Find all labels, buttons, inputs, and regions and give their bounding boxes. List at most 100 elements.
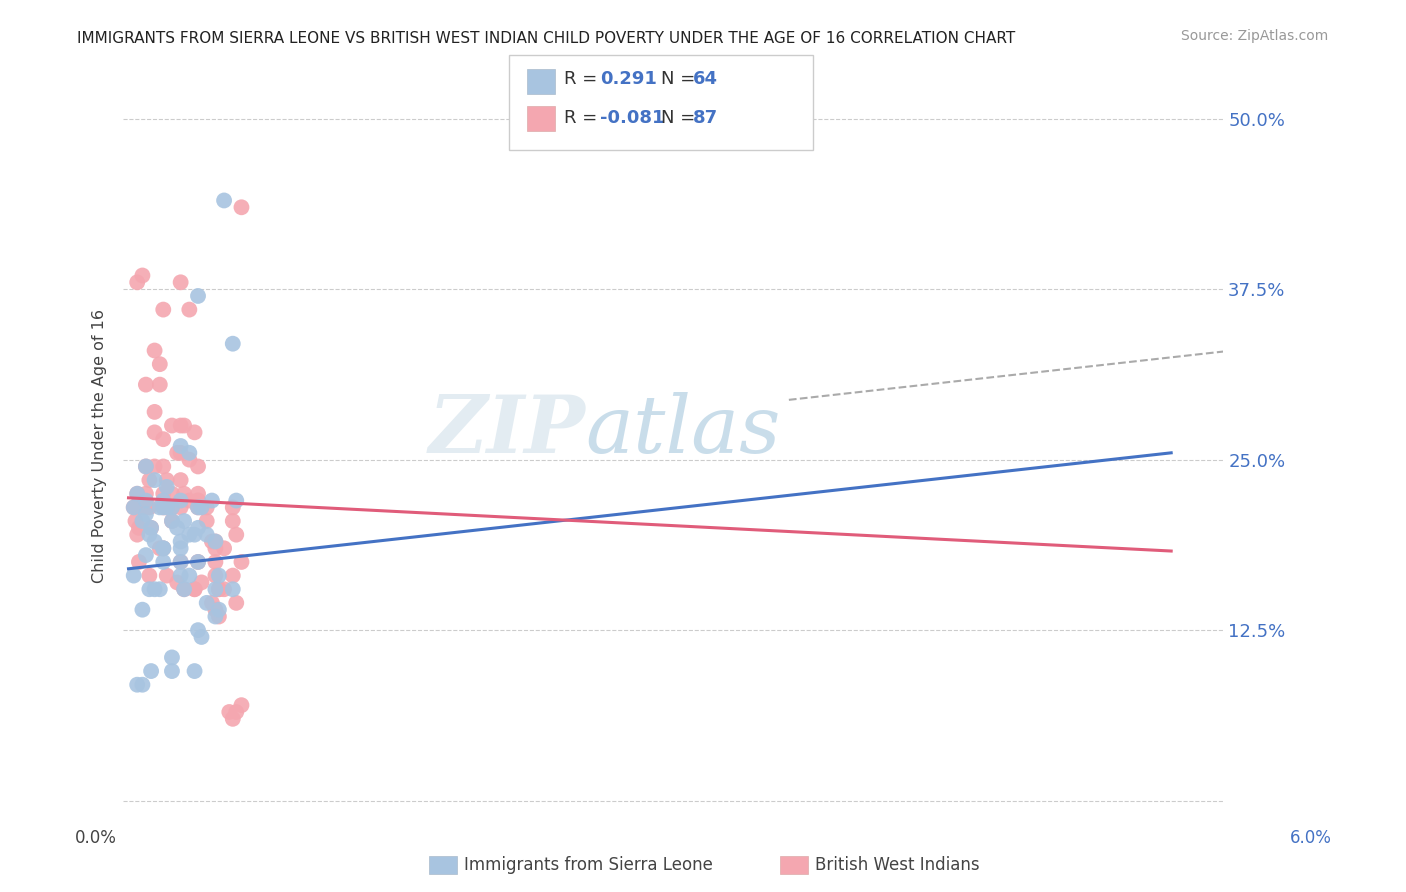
Point [127, 678, 149, 692]
Point [183, 582, 205, 597]
Point [149, 377, 172, 392]
Point [152, 541, 174, 556]
Point [143, 459, 166, 474]
Point [187, 493, 209, 508]
Point [187, 555, 209, 569]
Point [122, 500, 145, 515]
Point [187, 493, 209, 508]
Point [149, 357, 172, 371]
Point [204, 603, 226, 617]
Point [187, 289, 209, 303]
Text: Source: ZipAtlas.com: Source: ZipAtlas.com [1181, 29, 1329, 43]
Point [201, 493, 224, 508]
Point [204, 534, 226, 549]
Text: -0.081: -0.081 [600, 109, 665, 127]
Point [135, 493, 157, 508]
Point [179, 452, 201, 467]
Point [231, 200, 253, 214]
Text: 87: 87 [693, 109, 718, 127]
Point [169, 439, 191, 453]
Point [173, 487, 195, 501]
Point [187, 500, 209, 515]
Point [195, 514, 218, 528]
Text: IMMIGRANTS FROM SIERRA LEONE VS BRITISH WEST INDIAN CHILD POVERTY UNDER THE AGE : IMMIGRANTS FROM SIERRA LEONE VS BRITISH … [77, 31, 1015, 46]
Point [127, 487, 149, 501]
Point [127, 527, 149, 541]
Point [187, 459, 209, 474]
Point [179, 302, 201, 317]
Point [195, 596, 218, 610]
Point [156, 480, 179, 494]
Point [156, 568, 179, 582]
Point [173, 582, 195, 597]
Point [166, 521, 188, 535]
Point [225, 527, 247, 541]
Point [169, 568, 191, 582]
Point [225, 705, 247, 719]
Point [204, 534, 226, 549]
Point [169, 418, 191, 433]
Point [169, 275, 191, 289]
Point [135, 507, 157, 521]
Point [190, 500, 212, 515]
Point [204, 541, 226, 556]
Point [152, 459, 174, 474]
Point [127, 487, 149, 501]
Text: N =: N = [661, 70, 700, 88]
Point [204, 568, 226, 582]
Point [149, 582, 172, 597]
Point [138, 500, 160, 515]
Point [183, 664, 205, 678]
Point [152, 493, 174, 508]
Point [131, 603, 153, 617]
Point [190, 630, 212, 644]
Point [183, 425, 205, 440]
Point [149, 500, 172, 515]
Point [225, 493, 247, 508]
Point [231, 555, 253, 569]
Point [179, 493, 201, 508]
Point [173, 514, 195, 528]
Point [152, 500, 174, 515]
Point [152, 541, 174, 556]
Point [222, 500, 245, 515]
Point [183, 582, 205, 597]
Point [169, 493, 191, 508]
Point [169, 473, 191, 487]
Point [169, 541, 191, 556]
Point [208, 582, 231, 597]
Point [131, 514, 153, 528]
Point [208, 603, 231, 617]
Point [179, 446, 201, 460]
Point [156, 473, 179, 487]
Point [131, 268, 153, 283]
Point [135, 459, 157, 474]
Point [143, 343, 166, 358]
Point [225, 596, 247, 610]
Point [179, 568, 201, 582]
Point [152, 302, 174, 317]
Point [160, 514, 183, 528]
Point [143, 425, 166, 440]
Text: N =: N = [661, 109, 700, 127]
Point [127, 275, 149, 289]
Point [138, 473, 160, 487]
Point [222, 568, 245, 582]
Point [222, 582, 245, 597]
Point [160, 650, 183, 665]
Point [201, 596, 224, 610]
Y-axis label: Child Poverty Under the Age of 16: Child Poverty Under the Age of 16 [93, 309, 107, 583]
Point [208, 582, 231, 597]
Text: 6.0%: 6.0% [1289, 829, 1331, 847]
Point [135, 500, 157, 515]
Point [143, 582, 166, 597]
Point [173, 418, 195, 433]
Text: British West Indians: British West Indians [815, 856, 980, 874]
Text: R =: R = [564, 109, 603, 127]
Point [122, 568, 145, 582]
Point [179, 527, 201, 541]
Point [135, 459, 157, 474]
Point [169, 555, 191, 569]
Point [201, 534, 224, 549]
Text: R =: R = [564, 70, 603, 88]
